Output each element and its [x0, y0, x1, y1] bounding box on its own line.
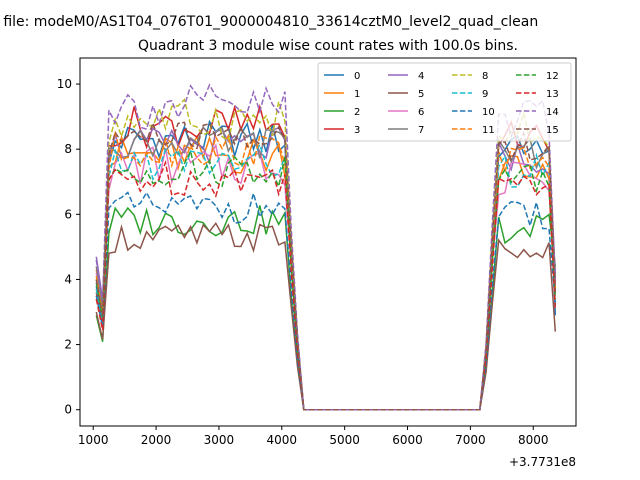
- legend-label-8: 8: [482, 71, 488, 82]
- chart-title: Quadrant 3 module wise count rates with …: [138, 38, 518, 54]
- y-tick-label: 2: [64, 338, 72, 352]
- legend-label-12: 12: [546, 71, 559, 82]
- y-axis: 0 2 4 6 8 10: [57, 77, 80, 417]
- x-tick-label: 5000: [329, 433, 360, 447]
- legend-label-15: 15: [546, 125, 559, 136]
- legend-label-14: 14: [546, 107, 559, 118]
- legend-label-0: 0: [354, 71, 360, 82]
- legend-label-6: 6: [418, 107, 424, 118]
- x-tick-label: 8000: [518, 433, 549, 447]
- legend-label-13: 13: [546, 89, 559, 100]
- legend-label-10: 10: [482, 107, 495, 118]
- y-tick-label: 6: [64, 207, 72, 221]
- series-layer: [95, 83, 557, 411]
- x-tick-label: 1000: [78, 433, 109, 447]
- x-tick-label: 3000: [204, 433, 235, 447]
- y-tick-label: 10: [57, 77, 72, 91]
- legend-label-7: 7: [418, 125, 424, 136]
- x-tick-label: 6000: [392, 433, 423, 447]
- x-tick-label: 2000: [141, 433, 172, 447]
- legend-label-2: 2: [354, 107, 360, 118]
- legend-label-11: 11: [482, 125, 495, 136]
- legend-label-5: 5: [418, 89, 424, 100]
- figure-suptitle: n file: modeM0/AS1T04_076T01_9000004810_…: [0, 14, 538, 30]
- y-tick-label: 8: [64, 142, 72, 156]
- y-tick-label: 0: [64, 403, 72, 417]
- legend-label-3: 3: [354, 125, 360, 136]
- x-tick-label: 7000: [455, 433, 486, 447]
- y-tick-label: 4: [64, 272, 72, 286]
- series-line-15: [95, 120, 557, 411]
- legend-label-9: 9: [482, 89, 488, 100]
- series-line-2: [95, 205, 557, 411]
- axes-frame: [79, 57, 577, 427]
- x-offset-label: +3.7731e8: [509, 455, 576, 469]
- x-axis: 1000 2000 3000 4000 5000 6000 7000 8000: [78, 426, 549, 447]
- legend-label-4: 4: [418, 71, 424, 82]
- legend-box: [317, 62, 572, 142]
- series-line-10: [95, 190, 557, 411]
- x-tick-label: 4000: [267, 433, 298, 447]
- series-line-5: [95, 221, 557, 411]
- legend-label-1: 1: [354, 89, 360, 100]
